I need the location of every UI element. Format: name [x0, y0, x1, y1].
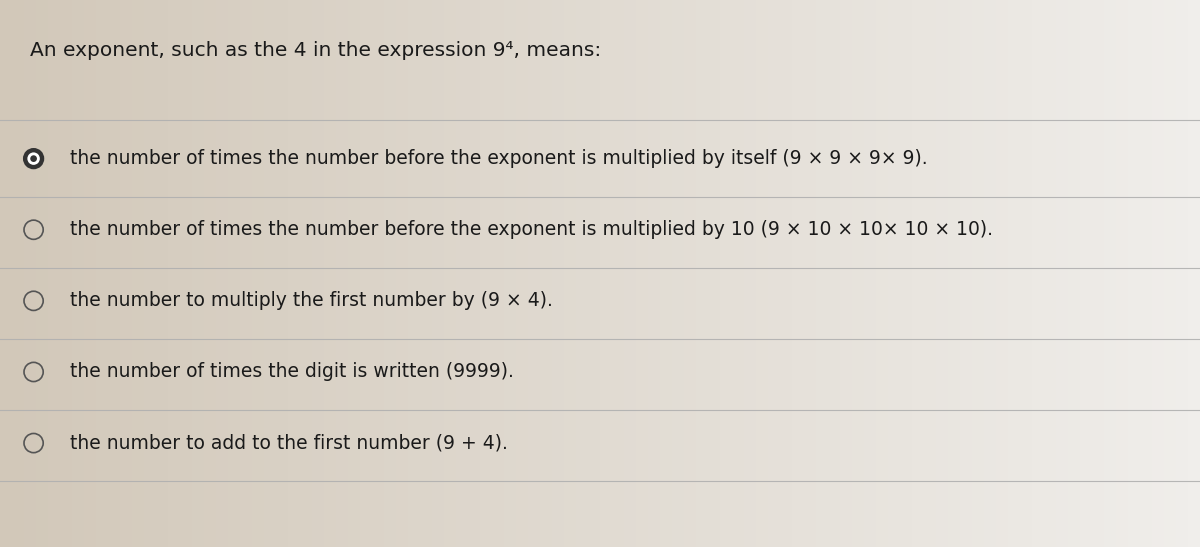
- Ellipse shape: [30, 155, 37, 162]
- Text: the number of times the digit is written (9999).: the number of times the digit is written…: [70, 363, 514, 381]
- Text: the number of times the number before the exponent is multiplied by itself (9 × : the number of times the number before th…: [70, 149, 928, 168]
- Text: the number to add to the first number (9 + 4).: the number to add to the first number (9…: [70, 434, 508, 452]
- Text: the number to multiply the first number by (9 × 4).: the number to multiply the first number …: [70, 292, 552, 310]
- Ellipse shape: [28, 153, 40, 165]
- Ellipse shape: [24, 149, 43, 168]
- Text: the number of times the number before the exponent is multiplied by 10 (9 × 10 ×: the number of times the number before th…: [70, 220, 992, 239]
- Text: An exponent, such as the 4 in the expression 9⁴, means:: An exponent, such as the 4 in the expres…: [30, 41, 601, 60]
